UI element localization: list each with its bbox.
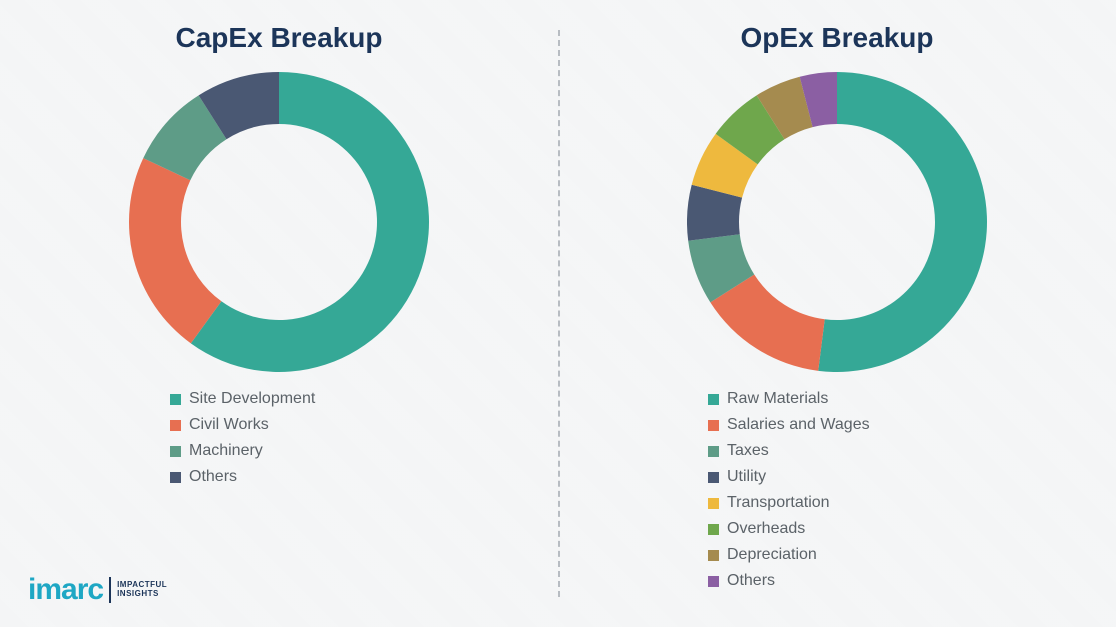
opex-panel: OpEx Breakup Raw Materials Salaries and W… <box>558 0 1116 627</box>
legend-item: Overheads <box>708 520 870 538</box>
legend-label: Transportation <box>727 494 830 512</box>
legend-label: Overheads <box>727 520 805 538</box>
capex-panel: CapEx Breakup Site Development Civil Work… <box>0 0 558 627</box>
legend-item: Others <box>708 572 870 590</box>
legend-label: Taxes <box>727 442 769 460</box>
brand-name: imarc <box>28 573 103 607</box>
capex-donut <box>129 72 429 372</box>
legend-label: Depreciation <box>727 546 817 564</box>
donut-segment <box>818 72 987 372</box>
legend-swatch <box>708 576 719 587</box>
brand-logo: imarc IMPACTFUL INSIGHTS <box>28 573 167 607</box>
legend-label: Site Development <box>189 390 315 408</box>
legend-label: Salaries and Wages <box>727 416 870 434</box>
legend-swatch <box>708 446 719 457</box>
brand-separator <box>109 577 111 603</box>
capex-title: CapEx Breakup <box>176 22 383 54</box>
legend-label: Machinery <box>189 442 263 460</box>
legend-item: Raw Materials <box>708 390 870 408</box>
legend-item: Utility <box>708 468 870 486</box>
capex-legend: Site Development Civil Works Machinery Othe… <box>170 390 315 486</box>
legend-item: Depreciation <box>708 546 870 564</box>
legend-item: Taxes <box>708 442 870 460</box>
legend-swatch <box>170 420 181 431</box>
legend-swatch <box>170 472 181 483</box>
legend-item: Civil Works <box>170 416 315 434</box>
charts-container: CapEx Breakup Site Development Civil Work… <box>0 0 1116 627</box>
legend-swatch <box>708 472 719 483</box>
legend-swatch <box>170 446 181 457</box>
brand-tagline: IMPACTFUL INSIGHTS <box>117 581 167 599</box>
legend-swatch <box>708 498 719 509</box>
legend-item: Salaries and Wages <box>708 416 870 434</box>
legend-swatch <box>708 524 719 535</box>
donut-segment <box>129 158 221 343</box>
legend-label: Others <box>189 468 237 486</box>
brand-tagline-l1: IMPACTFUL <box>117 580 167 589</box>
legend-swatch <box>708 550 719 561</box>
legend-item: Others <box>170 468 315 486</box>
legend-label: Raw Materials <box>727 390 828 408</box>
legend-item: Machinery <box>170 442 315 460</box>
legend-swatch <box>708 420 719 431</box>
brand-tagline-l2: INSIGHTS <box>117 589 159 598</box>
legend-label: Utility <box>727 468 766 486</box>
legend-item: Site Development <box>170 390 315 408</box>
legend-item: Transportation <box>708 494 870 512</box>
opex-title: OpEx Breakup <box>741 22 934 54</box>
legend-label: Civil Works <box>189 416 269 434</box>
opex-legend: Raw Materials Salaries and Wages Taxes Util… <box>708 390 870 590</box>
legend-swatch <box>170 394 181 405</box>
legend-label: Others <box>727 572 775 590</box>
legend-swatch <box>708 394 719 405</box>
opex-donut <box>687 72 987 372</box>
